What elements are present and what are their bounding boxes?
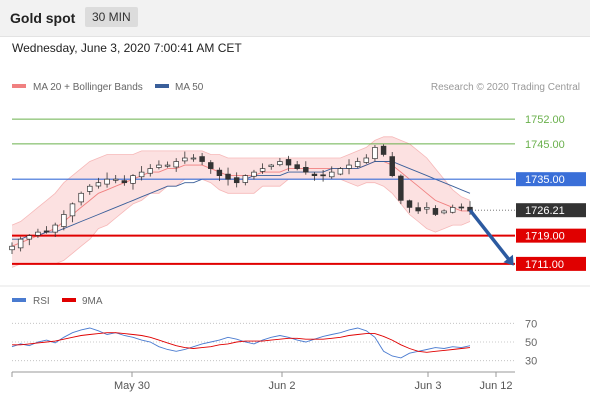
candle-body [311,173,318,176]
candle-body [458,206,465,209]
level-tag-4 [516,228,586,243]
candle-body [441,210,447,214]
rsi-tick-label-1: 50 [525,337,537,349]
timeframe-button[interactable]: 30 MIN [85,7,138,27]
candle-body [406,200,413,208]
candle-body [138,171,145,178]
level-label-4: 1719.00 [525,231,565,243]
rsi-legend-swatch [12,298,26,302]
level-label-5: 1711.00 [525,259,564,271]
candle-body [95,182,102,187]
rsi-legend: RSI 9MA [12,296,103,307]
candle-body [251,171,257,177]
rsi-line [11,327,471,359]
instrument-title: Gold spot [10,10,76,26]
bollinger-legend-swatch [12,84,26,88]
candle-body [61,214,67,227]
candle-body [26,235,33,240]
candle-body [285,159,292,166]
candle-body [199,156,205,162]
candle-body [164,164,171,167]
candle-body [415,207,421,212]
level-tag-5 [516,256,586,271]
x-tick-label-3: Jun 12 [479,380,512,392]
candle-body [346,164,352,169]
candle-body [69,203,76,217]
candle-body [242,175,249,183]
candle-body [354,161,361,167]
rsi-ma-legend-swatch [62,298,76,302]
candle-body [182,157,188,162]
header-bar: Gold spot 30 MIN [0,0,590,37]
bollinger-upper-line [11,136,471,226]
candle-body [9,245,15,251]
credit-text: Research © 2020 Trading Central [431,82,580,93]
candle-body [112,178,119,181]
candle-body [259,168,266,172]
candle-body [104,178,110,185]
candle-body [225,173,231,180]
candle-body [424,207,430,210]
level-label-1: 1745.00 [525,139,565,151]
candle-body [190,157,197,160]
bollinger-legend-label: MA 20 + Bollinger Bands [33,82,143,93]
x-axis: May 30 Jun 2 Jun 3 Jun 12 [11,371,515,392]
rsi-plot: 70 50 30 [11,318,537,368]
candle-body [294,164,300,169]
candle-body [449,207,456,213]
rsi-tick-label-2: 30 [525,356,537,368]
candle-body [43,230,50,233]
candle-body [372,147,378,159]
bollinger-band-area [12,136,470,268]
candle-body [268,164,274,168]
candle-body [173,161,179,168]
level-label-3: 1726.21 [525,205,565,217]
candle-body [277,161,283,166]
candle-body [130,175,136,184]
projection-arrow-line [468,209,512,262]
level-tag-2 [516,172,586,187]
candle-body [87,185,93,192]
candle-body [329,171,335,178]
rsi-legend-label: RSI [33,296,50,307]
timestamp-label: Wednesday, June 3, 2020 7:00:41 AM CET [12,41,242,55]
candle-body [363,157,370,163]
rsi-ma-line [12,332,471,353]
level-label-0: 1752.00 [525,114,565,126]
level-tag-3 [516,203,586,218]
candle-body [337,168,344,175]
candle-body [156,164,162,168]
x-tick-label-0: May 30 [114,380,150,392]
candle-body [35,231,41,236]
candle-body [78,192,84,203]
x-tick-label-1: Jun 2 [269,380,296,392]
candle-body [233,177,240,184]
candle-body [147,168,153,174]
ma50-legend-swatch [155,84,169,88]
candle-body [17,238,24,249]
candle-body [432,208,439,215]
candle-body [320,174,326,177]
projection-arrow-head [503,254,514,266]
candle-body [208,162,214,169]
candle-body [52,224,58,233]
candle-body [216,169,223,176]
candle-body [121,180,128,184]
rsi-ma-legend-label: 9MA [82,296,103,307]
rsi-tick-label-0: 70 [525,318,537,330]
candle-body [389,156,395,176]
candle-body [380,145,387,155]
candle-body [398,175,404,201]
main-plot: 1752.00 1745.00 1735.00 1726.21 1719.00 1711.… [0,114,590,287]
level-label-2: 1735.00 [525,174,565,186]
chart-legend: MA 20 + Bollinger Bands MA 50 Research ©… [12,82,580,93]
candle-body [303,166,309,173]
x-tick-label-2: Jun 3 [415,380,442,392]
bollinger-lower-line [11,178,471,268]
ma50-legend-label: MA 50 [175,82,204,93]
